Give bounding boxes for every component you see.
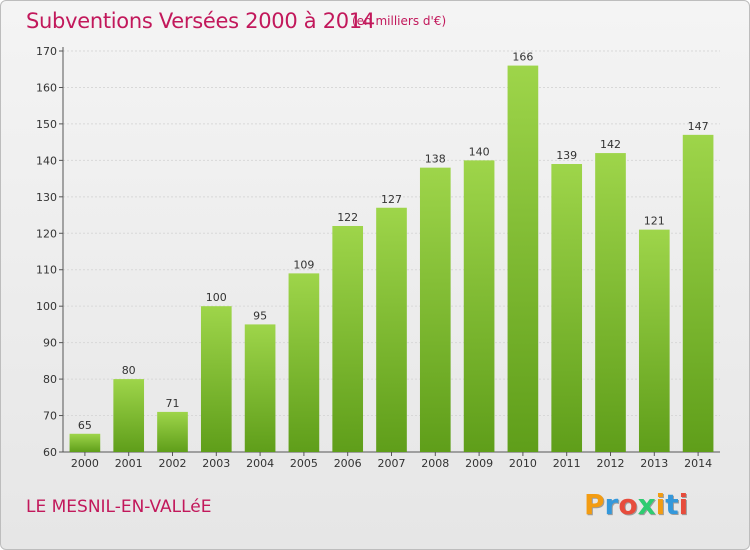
chart-unit-label: (en milliers d'€) [352,14,447,28]
bar-2008 [419,167,451,452]
bar-2004 [244,324,276,452]
logo-letter: i [655,488,666,521]
bar-value-label: 95 [253,309,267,322]
bar-value-label: 139 [556,149,577,162]
chart-title: Subventions Versées 2000 à 2014 [26,9,375,33]
bar-2011 [551,164,583,452]
x-tick-label: 2004 [246,457,274,470]
y-tick-label: 100 [36,300,57,313]
x-tick-label: 2006 [334,457,362,470]
y-tick-label: 110 [36,264,57,277]
bar-value-label: 166 [512,51,533,64]
x-tick-label: 2008 [421,457,449,470]
bar-value-label: 100 [206,291,227,304]
y-tick-label: 70 [43,410,57,423]
bar-2014 [682,134,714,452]
x-tick-label: 2007 [378,457,406,470]
bar-2005 [288,273,320,452]
x-tick-label: 2009 [465,457,493,470]
x-tick-label: 2012 [597,457,625,470]
logo-letter: t [665,488,679,521]
x-tick-label: 2003 [202,457,230,470]
bar-value-label: 147 [688,120,709,133]
bar-value-label: 109 [293,258,314,271]
y-tick-label: 80 [43,373,57,386]
bar-value-label: 80 [122,364,136,377]
bar-2010 [507,65,539,452]
plot-area: 60 70 80 90 100 110 120 130 140 150 160 170 65 2000 80… [36,45,720,470]
y-tick-label: 150 [36,118,57,131]
bar-2003 [200,306,232,452]
bar-2006 [332,225,364,452]
bar-2009 [463,160,495,452]
logo-letter: i [678,488,689,521]
logo-letter: r [604,488,619,521]
x-tick-label: 2010 [509,457,537,470]
bar-2001 [113,379,145,452]
y-tick-label: 160 [36,81,57,94]
bar-2000 [69,433,101,452]
logo-letter: P [584,488,605,521]
x-tick-label: 2013 [640,457,668,470]
bar-value-label: 71 [166,397,180,410]
y-tick-label: 60 [43,446,57,459]
bar-2013 [638,229,670,452]
x-tick-label: 2002 [159,457,187,470]
x-tick-label: 2011 [553,457,581,470]
bar-value-label: 138 [425,153,446,166]
bar-value-label: 142 [600,138,621,151]
x-tick-label: 2001 [115,457,143,470]
bar-2012 [595,153,626,452]
y-tick-label: 120 [36,227,57,240]
y-tick-label: 90 [43,337,57,350]
x-tick-label: 2000 [71,457,99,470]
y-tick-label: 140 [36,154,57,167]
bar-value-label: 127 [381,193,402,206]
y-tick-label: 130 [36,191,57,204]
logo-letter: x [637,488,656,521]
proxiti-logo[interactable]: Proxiti [584,488,688,521]
bar-2007 [376,207,407,452]
logo-letter: o [618,488,638,521]
bar-value-label: 140 [469,145,490,158]
commune-name: LE MESNIL-EN-VALLéE [26,497,212,517]
bar-value-label: 122 [337,211,358,224]
bar-value-label: 121 [644,215,665,228]
x-tick-label: 2014 [684,457,712,470]
y-tick-label: 170 [36,45,57,58]
bar-2002 [157,411,188,452]
x-tick-label: 2005 [290,457,318,470]
bar-value-label: 65 [78,419,92,432]
